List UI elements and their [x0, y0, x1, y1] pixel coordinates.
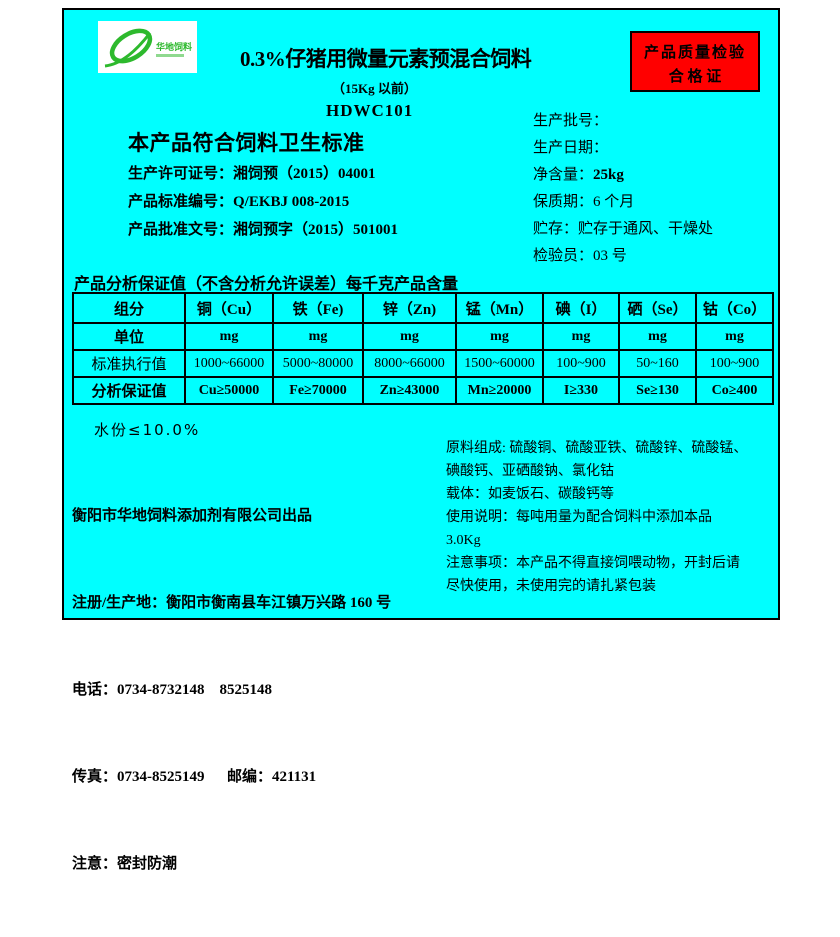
brand-logo: 华地饲料: [98, 21, 197, 73]
feed-label: 华地饲料 0.3%仔猪用微量元素预混合饲料 （15Kg 以前） HDWC101 …: [62, 8, 781, 872]
table-guarantee-row: 分析保证值 Cu≥50000 Fe≥70000 Zn≥43000 Mn≥2000…: [72, 376, 774, 405]
usage-instructions-line2: 3.0Kg: [446, 533, 481, 548]
net-weight-row: 净含量：25kg: [533, 167, 624, 183]
product-standard-line: 产品标准编号：Q/EKBJ 008-2015: [128, 194, 350, 210]
fax-postcode-line: 传真：0734-8525149 邮编：421131: [72, 769, 317, 785]
license-lines: 生产许可证号：湘饲预（2015）04001 产品标准编号：Q/EKBJ 008-…: [128, 160, 398, 244]
precautions-line2: 尽快使用，未使用完的请扎紧包装: [446, 579, 656, 594]
table-standard-row: 标准执行值 1000~66000 5000~80000 8000~66000 1…: [72, 349, 774, 378]
product-model-code: HDWC101: [326, 101, 414, 120]
cert-stamp-line1: 产品质量检验: [643, 45, 746, 61]
inspector-row: 检验员：03 号: [533, 248, 627, 264]
caution-seal-line: 注意：密封防潮: [72, 856, 178, 872]
analysis-table-title: 产品分析保证值（不含分析允许误差）每千克产品含量: [74, 276, 459, 293]
quality-cert-stamp: 产品质量检验 合 格 证: [630, 31, 760, 92]
feed-label-page: { "colors": { "label_bg": "#00ffff", "st…: [62, 8, 781, 872]
carrier-line: 载体：如麦饭石、碳酸钙等: [446, 487, 614, 502]
analysis-guarantee-table: 组分 铜（Cu） 铁（Fe) 锌（Zn) 锰（Mn） 碘（I） 硒（Se） 钴（…: [72, 292, 774, 405]
product-title: 0.3%仔猪用微量元素预混合饲料: [240, 47, 532, 71]
production-date-row: 生产日期：: [533, 140, 609, 156]
storage-row: 贮存：贮存于通风、干燥处: [533, 221, 714, 237]
ingredients-line1: 原料组成: 硫酸铜、硫酸亚铁、硫酸锌、硫酸锰、: [446, 441, 748, 456]
production-license-line: 生产许可证号：湘饲预（2015）04001: [128, 166, 376, 182]
product-info-block: 生产批号： 生产日期： 净含量：25kg 保质期：6 个月 贮存：贮存于通风、干…: [533, 108, 713, 270]
precautions-line1: 注意事项：本产品不得直接饲喂动物，开封后请: [446, 556, 740, 571]
leaf-swirl-icon: 华地饲料: [98, 28, 197, 77]
table-unit-row: 单位 mg mg mg mg mg mg mg: [72, 322, 774, 351]
shelf-life-row: 保质期：6 个月: [533, 194, 635, 210]
manufacturer-name: 衡阳市华地饲料添加剂有限公司出品: [72, 508, 313, 524]
moisture-spec: 水份≤10.0%: [94, 421, 201, 439]
manufacturer-address: 注册/生产地：衡阳市衡南县车江镇万兴路 160 号: [72, 595, 392, 611]
hygiene-standard-heading: 本产品符合饲料卫生标准: [128, 131, 365, 155]
product-subtitle: （15Kg 以前）: [332, 81, 417, 96]
approval-number-line: 产品批准文号：湘饲预字（2015）501001: [128, 222, 399, 238]
logo-brand-text: 华地饲料: [156, 41, 192, 52]
usage-instructions-line1: 使用说明：每吨用量为配合饲料中添加本品: [446, 510, 712, 525]
ingredients-line2: 碘酸钙、亚硒酸钠、氯化钴: [446, 464, 614, 479]
phone-line: 电话：0734-8732148 8525148: [72, 682, 272, 698]
table-header-row: 组分 铜（Cu） 铁（Fe) 锌（Zn) 锰（Mn） 碘（I） 硒（Se） 钴（…: [72, 292, 774, 324]
cert-stamp-line2: 合 格 证: [668, 69, 722, 85]
manufacturer-block: 衡阳市华地饲料添加剂有限公司出品 注册/生产地：衡阳市衡南县车江镇万兴路 160…: [72, 444, 391, 937]
batch-number-row: 生产批号：: [533, 113, 609, 129]
composition-usage-block: 原料组成: 硫酸铜、硫酸亚铁、硫酸锌、硫酸锰、 碘酸钙、亚硒酸钠、氯化钴 载体：…: [446, 437, 781, 598]
